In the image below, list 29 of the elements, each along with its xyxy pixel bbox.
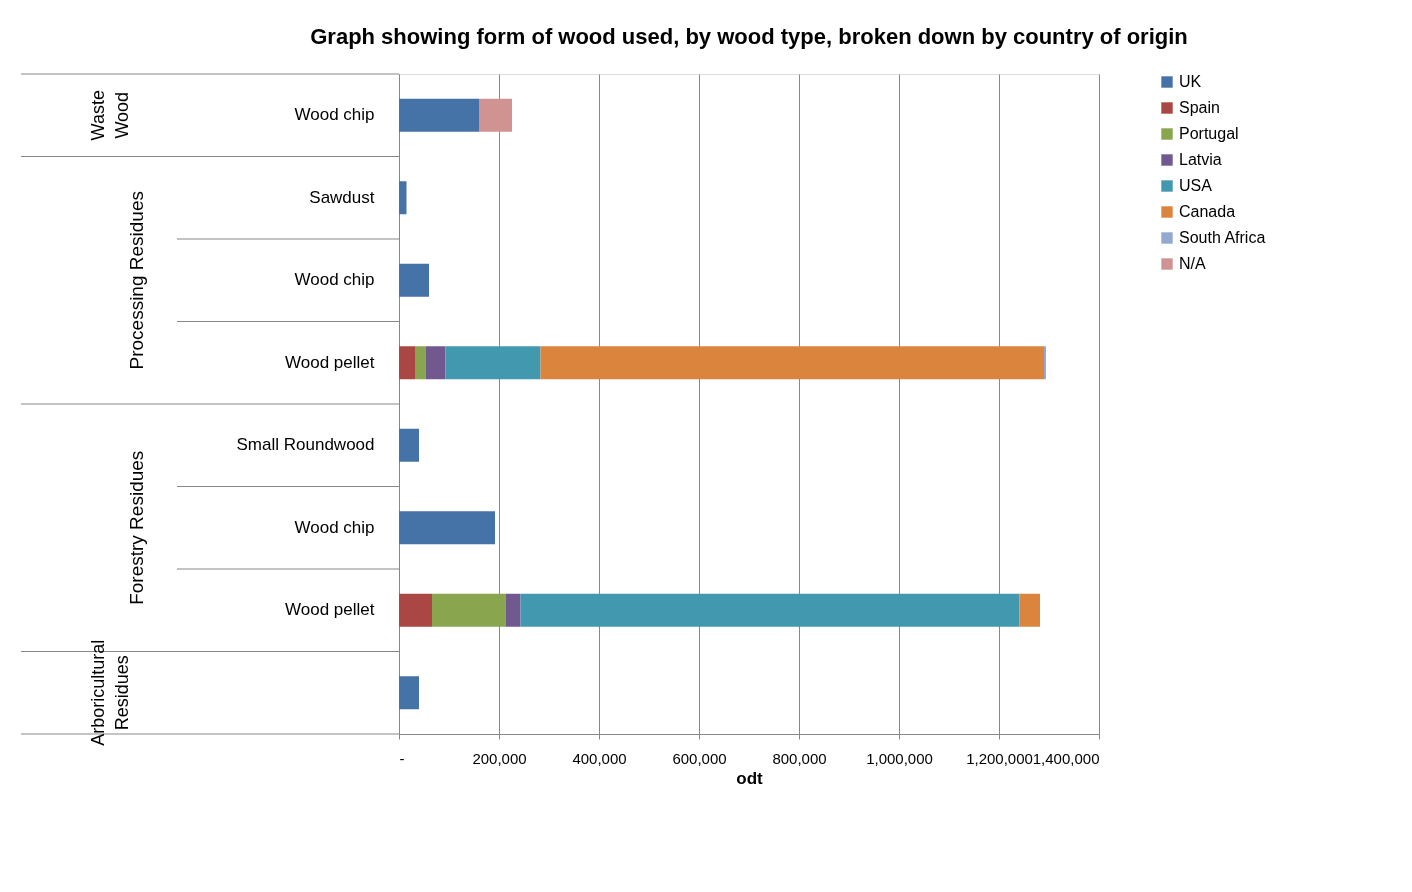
legend-label: Spain (1179, 99, 1220, 116)
y-tick-label: Wood chip (294, 105, 375, 125)
x-tick-label: 1,000,000 (866, 749, 933, 767)
text: Processing Residues (126, 191, 147, 370)
x-tick-label: 200,000 (472, 749, 527, 767)
y-tick-label: Sawdust (309, 187, 375, 207)
legend-label: Portugal (1179, 125, 1239, 142)
x-axis-title: odt (736, 768, 764, 788)
legend-label: N/A (1179, 255, 1206, 272)
x-tick-label: 800,000 (772, 749, 827, 767)
legend-label: Latvia (1179, 151, 1222, 168)
x-tick-label: - (399, 749, 405, 767)
legend-label: Canada (1179, 203, 1236, 220)
x-tick-label: 400,000 (572, 749, 627, 767)
x-tick-label: 1,200,000 (966, 749, 1033, 767)
chart-title: Graph showing form of wood used, by wood type, broken down by country of origin (310, 23, 1188, 49)
text: Arboricultural Residues (88, 639, 132, 746)
x-tick-label: 600,000 (672, 749, 727, 767)
legend-label: USA (1179, 177, 1213, 194)
y-tick-label: Small Roundwood (236, 435, 375, 455)
y-tick-label: Wood pellet (285, 352, 375, 372)
text: Forestry Residues (126, 450, 147, 605)
y-tick-label: Wood chip (294, 517, 375, 537)
y-tick-label: Wood chip (294, 270, 375, 290)
text: Waste Wood (88, 90, 132, 141)
legend-label: South Africa (1179, 229, 1266, 246)
legend-label: UK (1179, 73, 1202, 90)
y-tick-label: Wood pellet (285, 600, 375, 620)
x-tick-label: 1,400,000 (1032, 749, 1100, 767)
